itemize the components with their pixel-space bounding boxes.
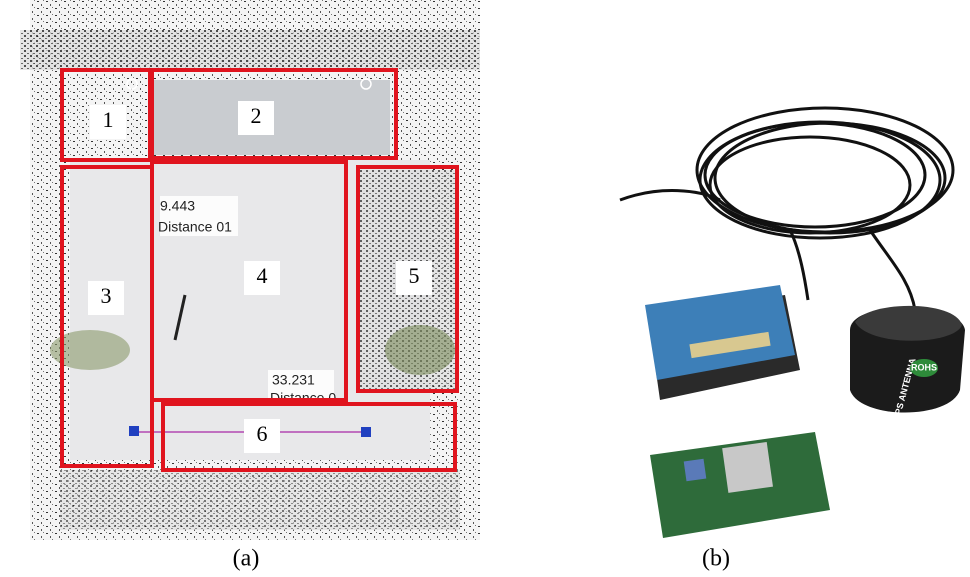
region-label: 4 (257, 263, 268, 288)
measurement-value: 9.443 (160, 198, 195, 214)
figure: 9.443 Distance 01 33.231 Distance 0 1234… (0, 0, 970, 577)
region-label: 6 (257, 421, 268, 446)
region-label: 1 (103, 107, 114, 132)
rohs-label: ROHS (911, 362, 937, 372)
measurement-value: 33.231 (272, 372, 315, 388)
measurement-label: Distance 01 (158, 219, 232, 235)
region-label: 3 (101, 283, 112, 308)
region-label: 5 (409, 263, 420, 288)
region-label: 2 (251, 103, 262, 128)
caption: (a) (233, 546, 260, 572)
caption: (b) (702, 546, 730, 572)
gps-photo (620, 108, 965, 538)
